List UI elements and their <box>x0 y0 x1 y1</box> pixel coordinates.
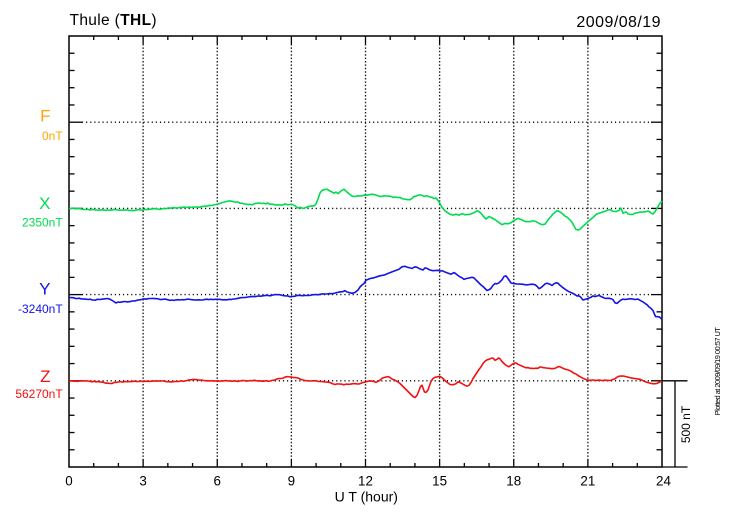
svg-text:56270nT: 56270nT <box>15 387 63 401</box>
svg-text:2009/08/19: 2009/08/19 <box>576 14 661 31</box>
svg-text:2350nT: 2350nT <box>22 215 63 229</box>
svg-text:0: 0 <box>65 474 72 489</box>
svg-text:U T (hour): U T (hour) <box>335 489 398 505</box>
svg-text:6: 6 <box>214 474 221 489</box>
svg-text:21: 21 <box>580 474 595 489</box>
svg-text:Y: Y <box>39 280 50 299</box>
svg-text:24: 24 <box>656 474 671 489</box>
svg-text:F: F <box>40 107 50 126</box>
svg-text:18: 18 <box>506 474 521 489</box>
svg-text:3: 3 <box>139 474 146 489</box>
svg-text:Plotted at 2009/09/19 00:57 UT: Plotted at 2009/09/19 00:57 UT <box>713 327 722 416</box>
svg-text:0nT: 0nT <box>42 129 63 143</box>
svg-text:500 nT: 500 nT <box>679 405 693 443</box>
svg-text:9: 9 <box>288 474 295 489</box>
svg-text:12: 12 <box>358 474 373 489</box>
svg-text:-3240nT: -3240nT <box>18 302 63 316</box>
svg-text:Thule (THL): Thule (THL) <box>70 12 157 29</box>
svg-text:Z: Z <box>40 367 50 386</box>
svg-text:X: X <box>39 194 50 213</box>
svg-text:15: 15 <box>432 474 447 489</box>
